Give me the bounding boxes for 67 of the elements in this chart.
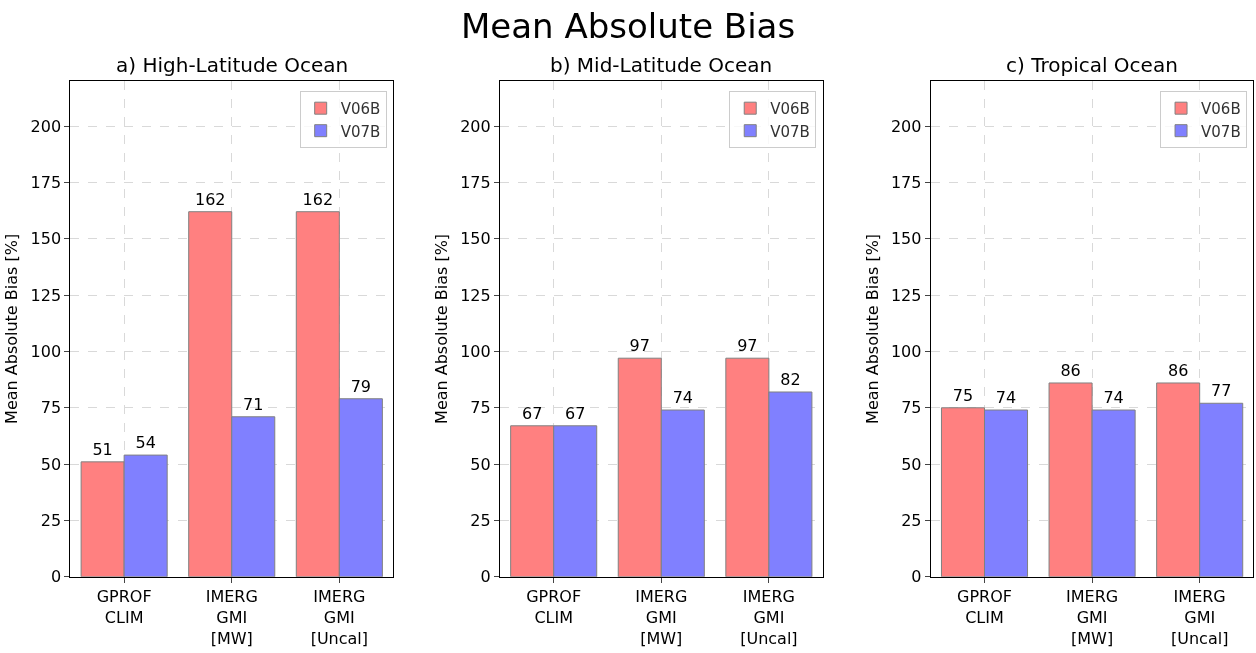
legend-label: V07B bbox=[770, 122, 810, 141]
chart-title: b) Mid-Latitude Ocean bbox=[550, 53, 773, 77]
data-label: 51 bbox=[92, 439, 113, 459]
y-axis-title: Mean Absolute Bias [%] bbox=[432, 233, 452, 424]
data-label: 162 bbox=[302, 189, 334, 209]
y-tick-label: 200 bbox=[460, 116, 491, 136]
legend-label: V07B bbox=[1201, 122, 1241, 141]
data-label: 162 bbox=[194, 189, 226, 209]
x-tick-label: IMERG GMI [MW] bbox=[1066, 586, 1119, 648]
x-tick-label: GPROF CLIM bbox=[957, 586, 1012, 627]
data-label: 54 bbox=[135, 433, 156, 453]
y-tick-label: 50 bbox=[901, 454, 922, 474]
data-label: 79 bbox=[350, 376, 372, 396]
y-tick-label: 175 bbox=[30, 173, 62, 193]
chart-title: a) High-Latitude Ocean bbox=[116, 53, 349, 77]
chart-title: c) Tropical Ocean bbox=[1006, 53, 1178, 77]
y-tick-label: 125 bbox=[460, 285, 491, 305]
legend-label: V06B bbox=[340, 100, 381, 119]
y-tick-label: 200 bbox=[890, 116, 922, 136]
y-tick-label: 175 bbox=[890, 173, 922, 193]
y-tick-label: 75 bbox=[470, 398, 491, 418]
y-axis-title: Mean Absolute Bias [%] bbox=[2, 233, 22, 424]
y-tick-label: 50 bbox=[470, 454, 491, 474]
y-tick-label: 0 bbox=[50, 567, 62, 587]
data-label: 86 bbox=[1167, 360, 1189, 380]
y-tick-label: 175 bbox=[460, 173, 491, 193]
y-tick-label: 125 bbox=[890, 285, 922, 305]
y-tick-label: 25 bbox=[40, 511, 62, 531]
y-tick-label: 200 bbox=[30, 116, 62, 136]
y-tick-label: 100 bbox=[30, 342, 62, 362]
y-tick-label: 75 bbox=[901, 398, 922, 418]
y-tick-label: 25 bbox=[901, 511, 922, 531]
y-axis-title: Mean Absolute Bias [%] bbox=[862, 233, 882, 424]
text: Mean Absolute Bias bbox=[461, 6, 796, 46]
x-tick-label: IMERG GMI [Uncal] bbox=[1170, 586, 1229, 648]
y-tick-label: 125 bbox=[30, 285, 62, 305]
data-label: 77 bbox=[1211, 381, 1232, 401]
data-label: 71 bbox=[243, 394, 264, 414]
y-tick-label: 0 bbox=[911, 567, 922, 587]
y-tick-label: 75 bbox=[40, 398, 62, 418]
y-tick-label: 50 bbox=[40, 454, 62, 474]
y-tick-label: 150 bbox=[460, 229, 491, 249]
x-tick-label: IMERG GMI [Uncal] bbox=[740, 586, 798, 648]
data-label: 74 bbox=[995, 388, 1017, 408]
y-tick-label: 150 bbox=[30, 229, 62, 249]
x-tick-label: IMERG GMI [Uncal] bbox=[310, 586, 369, 648]
data-label: 86 bbox=[1060, 360, 1081, 380]
y-tick-label: 150 bbox=[890, 229, 922, 249]
legend-label: V07B bbox=[340, 122, 381, 141]
y-tick-label: 100 bbox=[890, 342, 922, 362]
x-tick-label: GPROF CLIM bbox=[526, 586, 582, 627]
x-tick-label: IMERG GMI [MW] bbox=[205, 586, 258, 648]
data-label: 74 bbox=[672, 388, 693, 408]
data-label: 67 bbox=[565, 403, 586, 423]
x-tick-label: GPROF CLIM bbox=[96, 586, 152, 627]
x-tick-label: IMERG GMI [MW] bbox=[635, 586, 688, 648]
legend-label: V06B bbox=[770, 100, 810, 119]
legend-label: V06B bbox=[1201, 100, 1241, 119]
data-label: 75 bbox=[952, 385, 974, 405]
y-tick-label: 100 bbox=[460, 342, 491, 362]
data-label: 67 bbox=[521, 403, 543, 423]
data-label: 74 bbox=[1103, 388, 1124, 408]
y-tick-label: 25 bbox=[470, 511, 491, 531]
y-tick-label: 0 bbox=[480, 567, 491, 587]
data-label: 97 bbox=[737, 336, 758, 356]
data-label: 97 bbox=[629, 336, 650, 356]
data-label: 82 bbox=[780, 369, 801, 389]
